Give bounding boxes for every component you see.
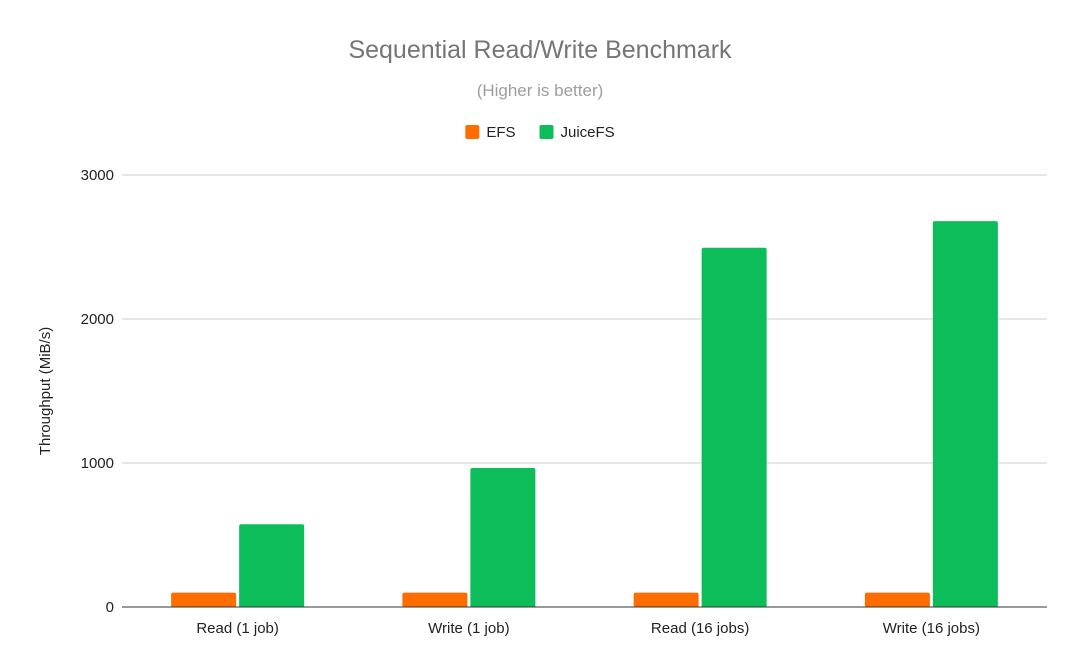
- x-tick-label: Read (1 job): [196, 620, 279, 637]
- legend-label-efs: EFS: [486, 124, 515, 141]
- y-tick-label: 2000: [81, 311, 114, 328]
- bar-efs-3: [864, 592, 930, 607]
- gridlines: [122, 174, 1047, 464]
- x-tick-label: Write (1 job): [428, 620, 509, 637]
- y-axis-ticks: 0 1000 2000 3000: [81, 167, 114, 616]
- bars: [122, 221, 1047, 608]
- legend-swatch-efs: [465, 125, 480, 139]
- bar-juicefs-1: [470, 468, 536, 607]
- legend-swatch-juicefs: [539, 125, 554, 139]
- x-axis-ticks: Read (1 job) Write (1 job) Read (16 jobs) W…: [196, 620, 980, 637]
- bar-juicefs-3: [932, 221, 998, 607]
- bar-efs-0: [171, 592, 237, 607]
- chart-subtitle: (Higher is better): [477, 81, 604, 100]
- legend-label-juicefs: JuiceFS: [561, 124, 615, 141]
- y-tick-label: 3000: [81, 167, 114, 184]
- y-tick-label: 0: [106, 599, 114, 616]
- x-tick-label: Write (16 jobs): [883, 620, 980, 637]
- chart-title: Sequential Read/Write Benchmark: [348, 36, 732, 64]
- bar-juicefs-2: [701, 247, 767, 607]
- bar-efs-1: [402, 592, 468, 607]
- chart-legend: EFS JuiceFS: [465, 124, 615, 141]
- y-axis-label: Throughput (MiB/s): [37, 327, 54, 455]
- bar-juicefs-0: [239, 524, 305, 607]
- x-tick-label: Read (16 jobs): [651, 620, 749, 637]
- y-tick-label: 1000: [81, 455, 114, 472]
- bar-efs-2: [633, 592, 699, 607]
